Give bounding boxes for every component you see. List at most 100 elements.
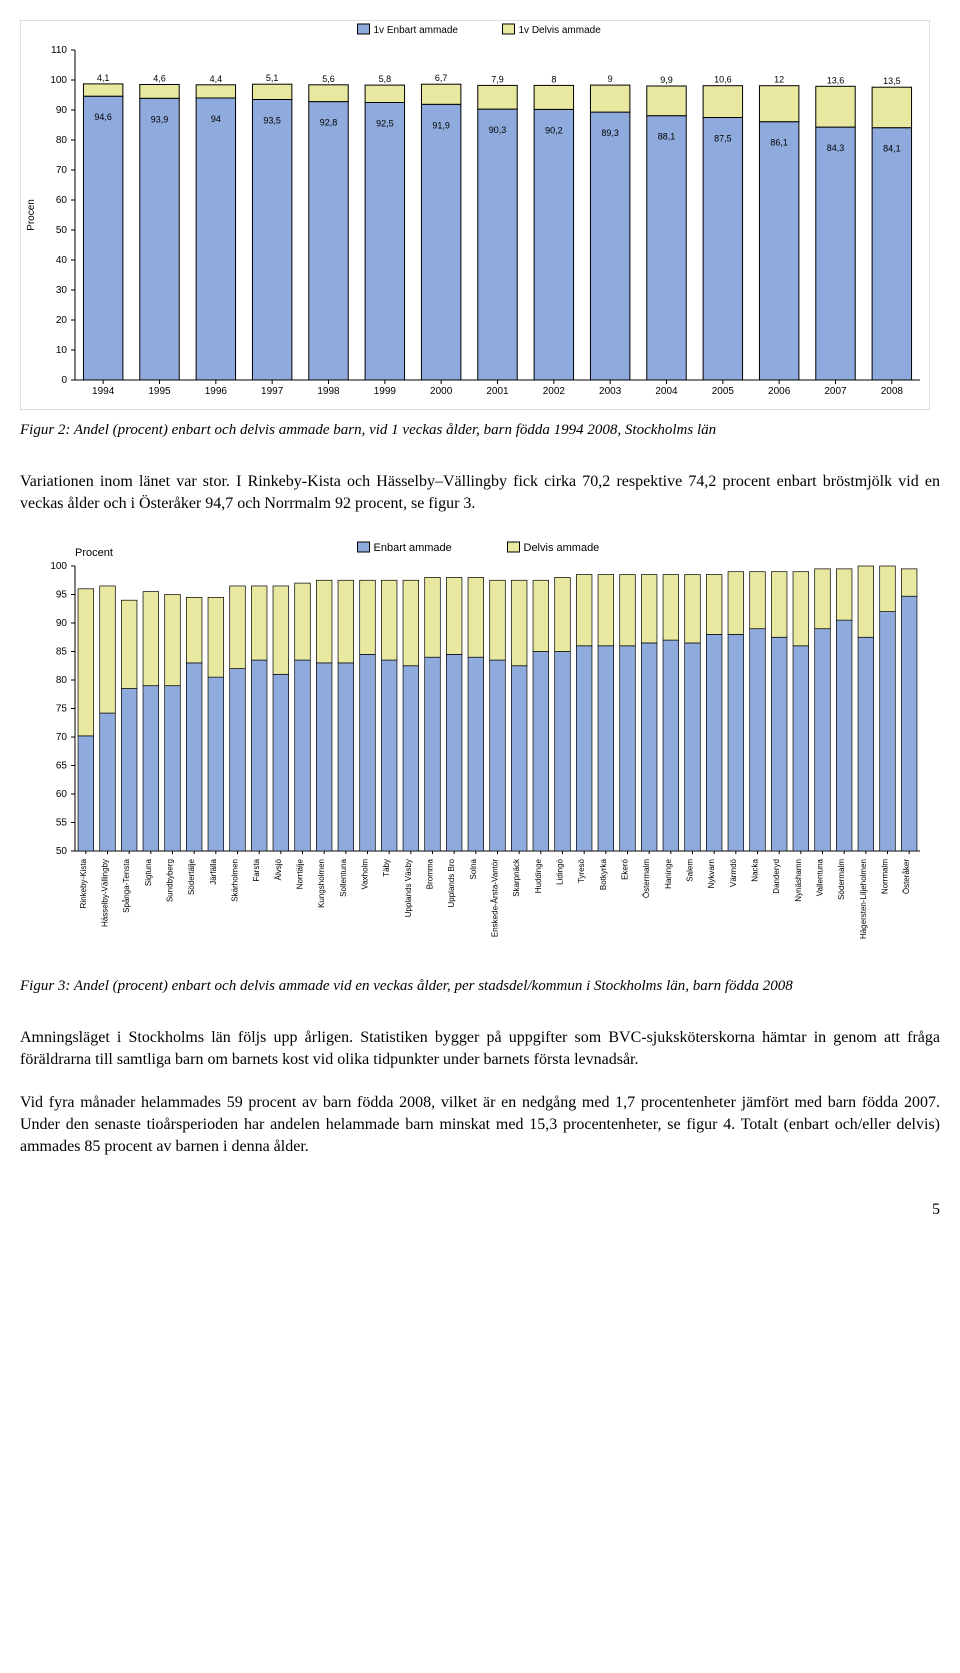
svg-text:Nacka: Nacka (751, 858, 760, 881)
svg-text:Vaxholm: Vaxholm (361, 858, 370, 889)
svg-text:12: 12 (774, 75, 784, 85)
svg-text:87,5: 87,5 (714, 134, 732, 144)
svg-text:2005: 2005 (712, 386, 735, 397)
chart-2-container: 50556065707580859095100ProcentEnbart amm… (20, 536, 940, 966)
svg-text:85: 85 (56, 646, 68, 657)
svg-text:92,8: 92,8 (320, 118, 338, 128)
svg-text:1997: 1997 (261, 386, 284, 397)
svg-text:0: 0 (61, 375, 67, 386)
svg-text:30: 30 (56, 285, 68, 296)
svg-text:6,7: 6,7 (435, 73, 448, 83)
svg-text:4,6: 4,6 (153, 74, 166, 84)
svg-text:90: 90 (56, 618, 68, 629)
svg-text:86,1: 86,1 (770, 138, 788, 148)
svg-text:Lidingö: Lidingö (556, 858, 565, 884)
svg-text:Solna: Solna (469, 858, 478, 879)
svg-text:Delvis ammade: Delvis ammade (524, 542, 600, 554)
svg-text:Ekerö: Ekerö (621, 858, 630, 879)
svg-text:80: 80 (56, 135, 68, 146)
paragraph-1: Variationen inom länet var stor. I Rinke… (20, 471, 940, 516)
svg-text:13,6: 13,6 (827, 75, 845, 85)
svg-text:Haninge: Haninge (664, 858, 673, 888)
svg-text:100: 100 (50, 75, 67, 86)
svg-text:10: 10 (56, 345, 68, 356)
chart-1-container: 0102030405060708090100110Procen1v Enbart… (20, 20, 940, 410)
svg-text:70: 70 (56, 165, 68, 176)
svg-text:5,1: 5,1 (266, 73, 279, 83)
svg-text:2003: 2003 (599, 386, 622, 397)
svg-text:93,5: 93,5 (263, 116, 281, 126)
svg-text:50: 50 (56, 846, 68, 857)
svg-text:Tyresö: Tyresö (577, 858, 586, 883)
svg-text:94,6: 94,6 (94, 112, 112, 122)
svg-text:Sollentuna: Sollentuna (339, 858, 348, 896)
svg-text:Upplands Bro: Upplands Bro (447, 858, 456, 907)
svg-text:1999: 1999 (374, 386, 397, 397)
svg-text:1994: 1994 (92, 386, 115, 397)
svg-text:Södertälje: Södertälje (187, 858, 196, 895)
svg-text:Upplands Väsby: Upplands Väsby (404, 859, 413, 917)
svg-text:Farsta: Farsta (252, 858, 261, 881)
svg-text:Procent: Procent (75, 547, 113, 559)
svg-text:84,1: 84,1 (883, 144, 901, 154)
svg-text:Huddinge: Huddinge (534, 858, 543, 893)
svg-text:88,1: 88,1 (658, 132, 676, 142)
svg-text:70: 70 (56, 732, 68, 743)
svg-text:90: 90 (56, 105, 68, 116)
svg-text:65: 65 (56, 760, 68, 771)
svg-text:Kungsholmen: Kungsholmen (317, 859, 326, 908)
svg-text:89,3: 89,3 (601, 128, 619, 138)
svg-text:93,9: 93,9 (151, 114, 169, 124)
svg-text:2004: 2004 (655, 386, 678, 397)
svg-text:Norrtälje: Norrtälje (296, 858, 305, 889)
svg-text:9: 9 (608, 74, 613, 84)
svg-text:Älvsjö: Älvsjö (274, 858, 283, 880)
svg-text:2001: 2001 (486, 386, 509, 397)
svg-text:Järfälla: Järfälla (209, 858, 218, 884)
svg-text:4,4: 4,4 (210, 74, 223, 84)
chart-2: 50556065707580859095100ProcentEnbart amm… (20, 536, 930, 966)
svg-text:1v Enbart ammade: 1v Enbart ammade (374, 25, 459, 36)
svg-text:Skarpnäck: Skarpnäck (512, 858, 521, 897)
svg-text:Procen: Procen (26, 199, 37, 231)
svg-text:60: 60 (56, 789, 68, 800)
svg-text:Enbart ammade: Enbart ammade (374, 542, 452, 554)
figure-2-caption: Figur 2: Andel (procent) enbart och delv… (20, 420, 940, 441)
svg-text:9,9: 9,9 (660, 75, 673, 85)
svg-text:Norrmalm: Norrmalm (881, 858, 890, 893)
svg-text:Enskede-Årsta-Vantör: Enskede-Årsta-Vantör (491, 858, 500, 936)
svg-text:Österåker: Österåker (902, 858, 911, 893)
svg-text:20: 20 (56, 315, 68, 326)
svg-text:Salem: Salem (686, 858, 695, 881)
svg-text:Bromma: Bromma (426, 858, 435, 889)
svg-text:Täby: Täby (382, 859, 391, 877)
svg-text:2007: 2007 (824, 386, 847, 397)
svg-text:5,8: 5,8 (379, 74, 392, 84)
svg-text:100: 100 (50, 561, 67, 572)
svg-text:55: 55 (56, 817, 68, 828)
svg-text:Botkyrka: Botkyrka (599, 858, 608, 890)
svg-text:91,9: 91,9 (432, 120, 450, 130)
svg-text:60: 60 (56, 195, 68, 206)
svg-text:13,5: 13,5 (883, 76, 901, 86)
svg-text:Östermalm: Östermalm (642, 858, 651, 897)
svg-text:40: 40 (56, 255, 68, 266)
svg-text:92,5: 92,5 (376, 119, 394, 129)
svg-text:Sigtuna: Sigtuna (144, 858, 153, 886)
svg-text:50: 50 (56, 225, 68, 236)
svg-text:10,6: 10,6 (714, 75, 732, 85)
svg-text:94: 94 (211, 114, 221, 124)
svg-text:1998: 1998 (317, 386, 340, 397)
svg-text:2008: 2008 (881, 386, 904, 397)
svg-text:Hässelby-Vällingby: Hässelby-Vällingby (101, 859, 110, 927)
svg-text:Spånga-Tensta: Spånga-Tensta (122, 858, 131, 912)
svg-text:1v Delvis ammade: 1v Delvis ammade (519, 25, 602, 36)
svg-text:90,3: 90,3 (489, 125, 507, 135)
svg-text:Nykvarn: Nykvarn (707, 859, 716, 888)
svg-text:Värmdö: Värmdö (729, 858, 738, 887)
svg-text:2000: 2000 (430, 386, 453, 397)
svg-text:75: 75 (56, 703, 68, 714)
svg-text:Södermalm: Södermalm (837, 858, 846, 899)
svg-text:1995: 1995 (148, 386, 171, 397)
svg-text:Nynäshamn: Nynäshamn (794, 859, 803, 902)
